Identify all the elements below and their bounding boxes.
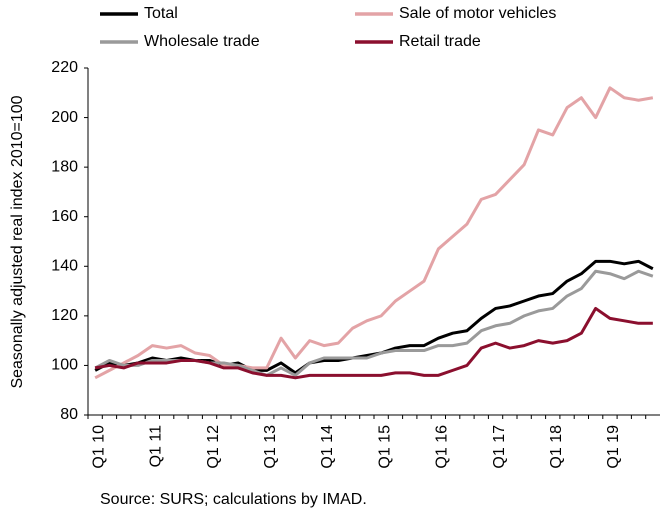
y-tick-label: 180 <box>51 158 78 175</box>
x-tick-label: Q1 15 <box>376 425 393 469</box>
legend-label: Retail trade <box>399 33 481 50</box>
x-tick-label: Q1 12 <box>205 425 222 469</box>
y-tick-label: 80 <box>60 406 78 423</box>
x-tick-label: Q1 19 <box>605 425 622 469</box>
x-tick-label: Q1 18 <box>548 425 565 469</box>
series-line <box>94 86 654 380</box>
legend-label: Wholesale trade <box>144 33 260 50</box>
x-tick-label: Q1 17 <box>491 425 508 469</box>
x-tick-label: Q1 10 <box>90 425 107 469</box>
x-tick-label: Q1 14 <box>319 425 336 469</box>
x-tick-label: Q1 16 <box>434 425 451 469</box>
legend-label: Sale of motor vehicles <box>399 5 556 22</box>
source-note: Source: SURS; calculations by IMAD. <box>100 491 367 508</box>
y-tick-label: 140 <box>51 258 78 275</box>
y-tick-label: 160 <box>51 208 78 225</box>
x-tick-label: Q1 11 <box>148 425 165 468</box>
y-tick-label: 100 <box>51 357 78 374</box>
y-tick-label: 220 <box>51 59 78 76</box>
y-tick-label: 120 <box>51 307 78 324</box>
x-tick-label: Q1 13 <box>262 425 279 469</box>
y-tick-label: 200 <box>51 109 78 126</box>
series-line <box>94 306 653 380</box>
y-axis-label: Seasonally adjusted real index 2010=100 <box>9 95 26 388</box>
legend-label: Total <box>144 5 178 22</box>
